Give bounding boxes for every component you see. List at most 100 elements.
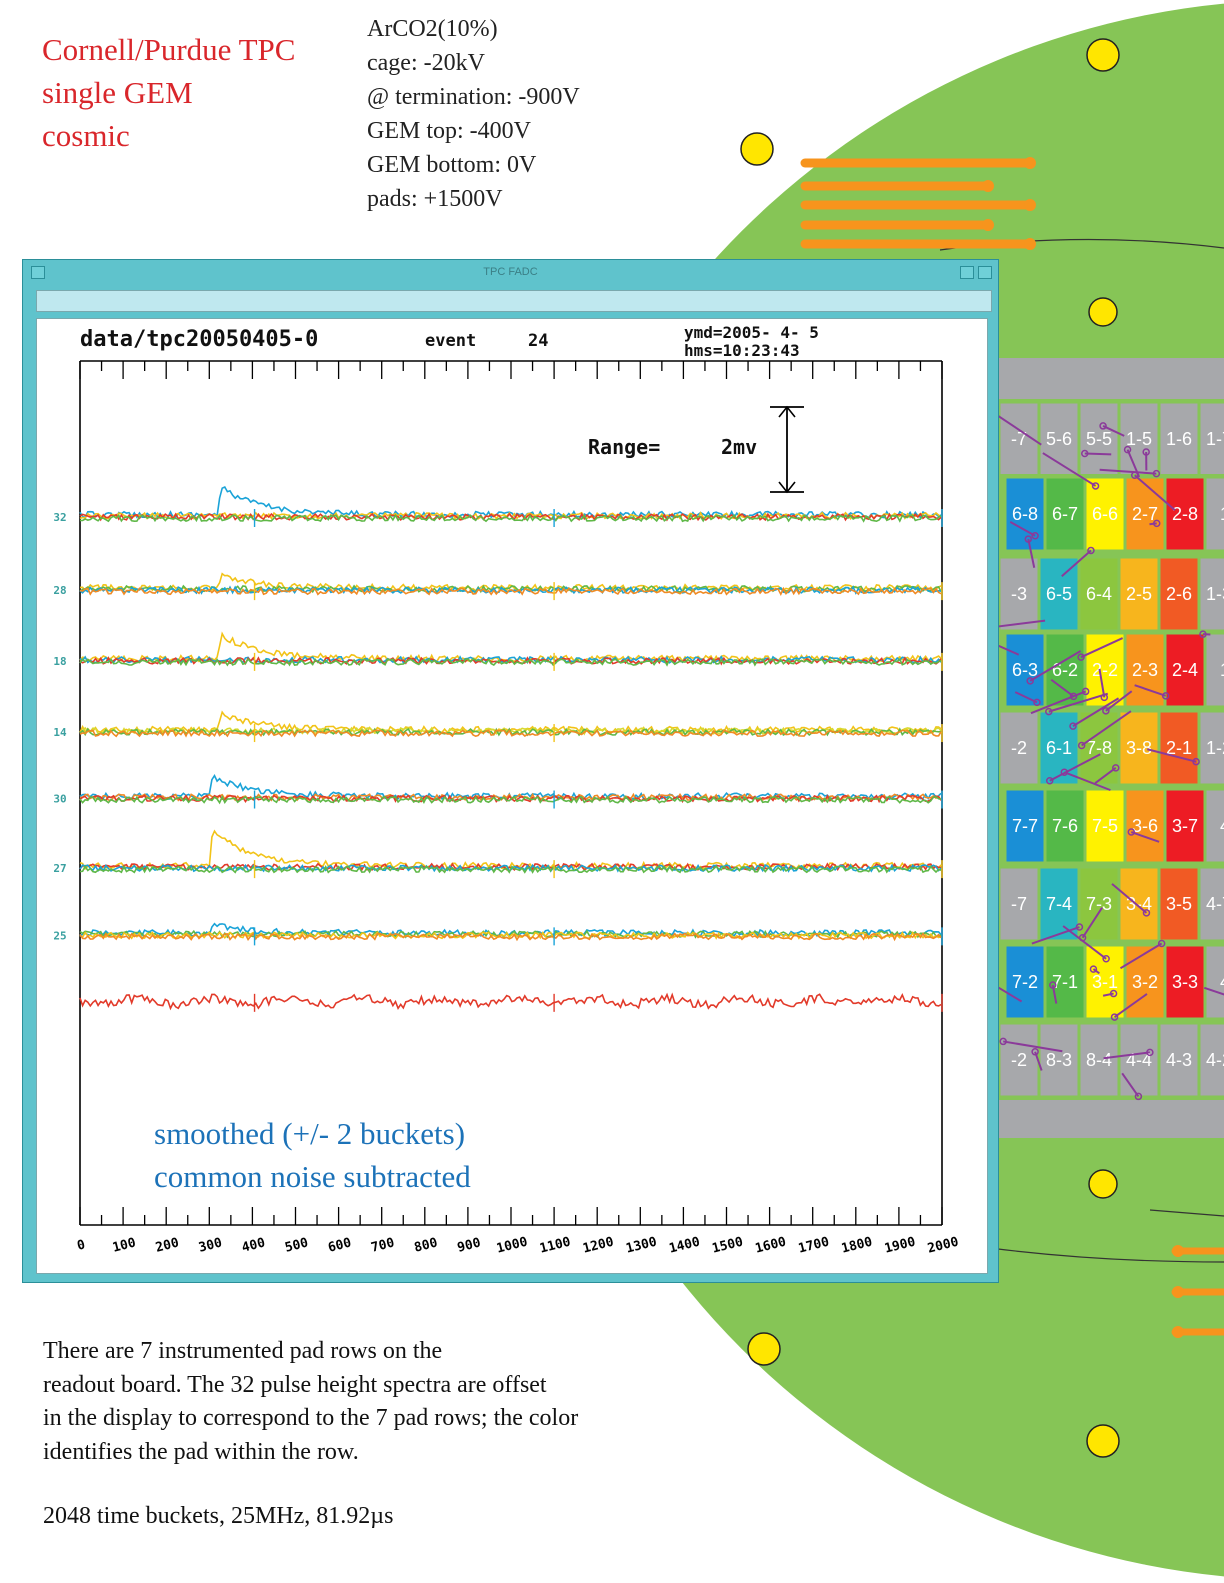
trace-via xyxy=(1110,1013,1119,1021)
trace-via xyxy=(1134,1092,1143,1101)
pad-label: 1-3 xyxy=(1206,584,1224,604)
signal-trace xyxy=(79,932,942,942)
window-title: TPC FADC xyxy=(483,266,538,278)
signal-trace xyxy=(79,656,942,666)
trace-via xyxy=(1161,692,1170,700)
maximize-button[interactable] xyxy=(978,266,992,279)
pad xyxy=(1045,789,1085,863)
pad-trace xyxy=(1003,1040,1063,1053)
signal-trace xyxy=(79,992,942,1011)
window-menu-button[interactable] xyxy=(31,266,45,279)
pad-label: 7-5 xyxy=(1092,816,1118,836)
pad-label: 3-3 xyxy=(1172,972,1198,992)
pad-label: 2-2 xyxy=(1092,660,1118,680)
row-label: 30 xyxy=(53,793,66,806)
pad xyxy=(1039,557,1079,631)
pad-label: 7-1 xyxy=(1052,972,1078,992)
caption: There are 7 instrumented pad rows on the… xyxy=(43,1335,723,1469)
minimize-button[interactable] xyxy=(960,266,974,279)
finger-pad xyxy=(1172,1286,1184,1298)
trace-via xyxy=(1077,741,1086,750)
pad-label: 3-6 xyxy=(1132,816,1158,836)
pad xyxy=(1005,633,1045,707)
trace-via xyxy=(1069,692,1078,701)
x-tick-label: 1700 xyxy=(797,1234,831,1256)
trace-via xyxy=(1152,469,1161,478)
pad-label: 7-7 xyxy=(1012,816,1038,836)
pad-label: 3-4 xyxy=(1126,894,1152,914)
window-menubar[interactable] xyxy=(36,290,992,312)
finger-pad xyxy=(1024,199,1036,211)
pad xyxy=(999,867,1039,941)
row-label: 27 xyxy=(53,862,66,875)
title-line: cosmic xyxy=(42,118,130,153)
signal-trace xyxy=(79,485,942,520)
pad-label: 3-2 xyxy=(1132,972,1158,992)
pad xyxy=(1085,945,1125,1019)
pad-grid: -75-65-51-51-61-76-86-76-62-72-81-36-56-… xyxy=(998,399,1224,1100)
pad-trace xyxy=(1121,1072,1140,1098)
x-tick-label: 600 xyxy=(327,1235,354,1255)
trace-via xyxy=(1075,923,1084,931)
trace-via xyxy=(1142,909,1151,917)
row-label: 28 xyxy=(53,584,66,597)
pad-trace xyxy=(1147,748,1197,763)
x-tick-label: 700 xyxy=(370,1235,397,1255)
readout-fingers-bottom xyxy=(1171,1245,1224,1338)
signal-trace xyxy=(79,794,942,805)
mounting-hole xyxy=(1088,1169,1118,1199)
x-tick-label: 1000 xyxy=(495,1234,529,1256)
pad xyxy=(1119,402,1159,476)
range-arrow-down xyxy=(778,481,796,494)
pad-label: 2-8 xyxy=(1172,504,1198,524)
pad-label: 7-2 xyxy=(1012,972,1038,992)
pad-label: 4 xyxy=(1220,972,1224,992)
pad xyxy=(1199,867,1224,941)
trace-via xyxy=(1033,698,1041,707)
trace-via xyxy=(1157,939,1166,948)
pad xyxy=(1159,867,1199,941)
pad-trace xyxy=(1134,684,1167,697)
run-label: data/tpc20050405-0 xyxy=(80,327,319,352)
trace-via xyxy=(1199,630,1207,638)
pad xyxy=(1165,477,1205,551)
smoothing-note: smoothed (+/- 2 buckets) xyxy=(154,1116,466,1151)
trace-via xyxy=(1152,519,1161,528)
pad-label: 2-1 xyxy=(1166,738,1192,758)
parameter-line: GEM top: -400V xyxy=(367,118,531,144)
window-titlebar[interactable]: TPC FADC xyxy=(23,260,998,286)
x-tick-label: 1500 xyxy=(711,1234,745,1256)
trace-via xyxy=(1146,1048,1154,1057)
trace-via xyxy=(1031,1048,1039,1056)
mounting-hole xyxy=(747,1332,781,1366)
signal-trace xyxy=(79,864,942,874)
pad-trace xyxy=(1081,710,1132,747)
pad-label: 6-2 xyxy=(1052,660,1078,680)
pad-trace xyxy=(1084,452,1112,456)
caption-line: readout board. The 32 pulse height spect… xyxy=(43,1371,547,1398)
pad-trace xyxy=(1102,992,1114,997)
parameter-list: ArCO2(10%) cage: -20kV @ termination: -9… xyxy=(367,12,580,216)
x-tick-label: 1400 xyxy=(668,1234,702,1256)
trace-via xyxy=(1109,989,1118,998)
pad-trace xyxy=(1072,697,1120,728)
trace-via xyxy=(1045,776,1054,785)
mounting-hole xyxy=(1088,297,1118,327)
pad-label: 2-6 xyxy=(1166,584,1192,604)
pad-trace xyxy=(1049,753,1101,782)
caption-line: There are 7 instrumented pad rows on the xyxy=(43,1338,443,1364)
pad-label: 4-2 xyxy=(1206,1050,1224,1070)
pad xyxy=(1205,633,1224,707)
pad-label: 3-5 xyxy=(1166,894,1192,914)
pad-trace xyxy=(1081,907,1103,939)
pad-label: 1-6 xyxy=(1166,429,1192,449)
noise-note: common noise subtracted xyxy=(154,1159,471,1194)
trace-via xyxy=(1100,693,1109,702)
pad-trace xyxy=(1061,549,1092,577)
pad-trace xyxy=(1098,668,1106,698)
pad-trace xyxy=(1031,926,1080,945)
x-tick-label: 1300 xyxy=(624,1234,658,1256)
x-tick-label: 1100 xyxy=(538,1234,572,1256)
pad xyxy=(1159,711,1199,785)
trace-via xyxy=(1142,448,1150,456)
